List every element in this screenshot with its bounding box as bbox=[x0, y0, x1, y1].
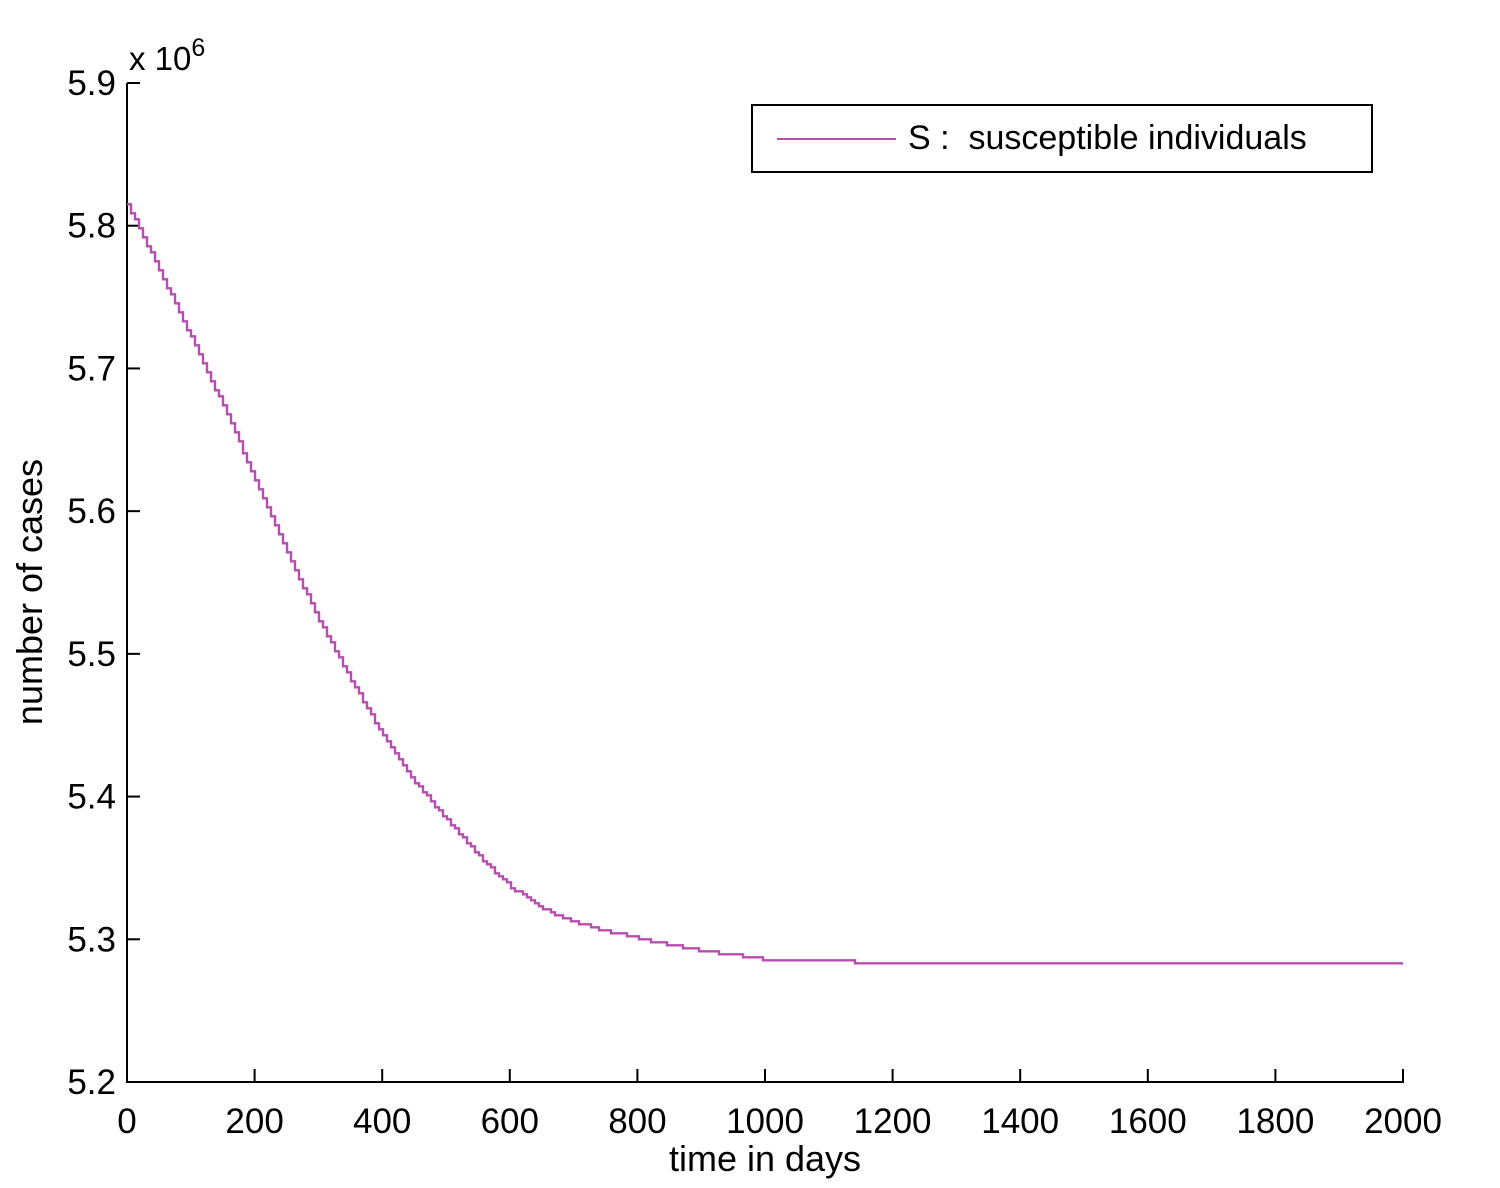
y-tick-label: 5.7 bbox=[67, 349, 116, 388]
x-tick-label: 1800 bbox=[1236, 1102, 1314, 1141]
x-tick-label: 0 bbox=[117, 1102, 136, 1141]
x-tick-label: 1400 bbox=[981, 1102, 1059, 1141]
y-tick-label: 5.6 bbox=[67, 492, 116, 531]
y-tick-label: 5.8 bbox=[67, 207, 116, 246]
y-tick-label: 5.4 bbox=[67, 778, 116, 817]
y-tick-label: 5.5 bbox=[67, 635, 116, 674]
legend-line-sample bbox=[777, 137, 896, 140]
legend-entry-label: S : susceptible individuals bbox=[908, 119, 1307, 157]
y-tick-label: 5.2 bbox=[67, 1063, 116, 1102]
x-tick-label: 1600 bbox=[1109, 1102, 1187, 1141]
x-tick-label: 400 bbox=[353, 1102, 411, 1141]
y-tick-label: 5.9 bbox=[67, 64, 116, 103]
x-tick-label: 2000 bbox=[1364, 1102, 1442, 1141]
series-curve-s bbox=[127, 203, 1403, 965]
x-axis-label: time in days bbox=[668, 1138, 862, 1179]
y-axis-label: number of cases bbox=[9, 458, 50, 726]
legend: S : susceptible individuals bbox=[751, 104, 1373, 173]
x-tick-label: 1000 bbox=[726, 1102, 804, 1141]
y-tick-label: 5.3 bbox=[67, 920, 116, 959]
x-tick-label: 200 bbox=[225, 1102, 283, 1141]
x-tick-label: 800 bbox=[608, 1102, 666, 1141]
y-axis-multiplier-label: x 106 bbox=[129, 34, 205, 78]
y-axis-multiplier-exponent: 6 bbox=[191, 34, 206, 62]
x-tick-label: 600 bbox=[481, 1102, 539, 1141]
y-axis-multiplier-base: x 10 bbox=[129, 40, 192, 77]
x-tick-label: 1200 bbox=[854, 1102, 932, 1141]
